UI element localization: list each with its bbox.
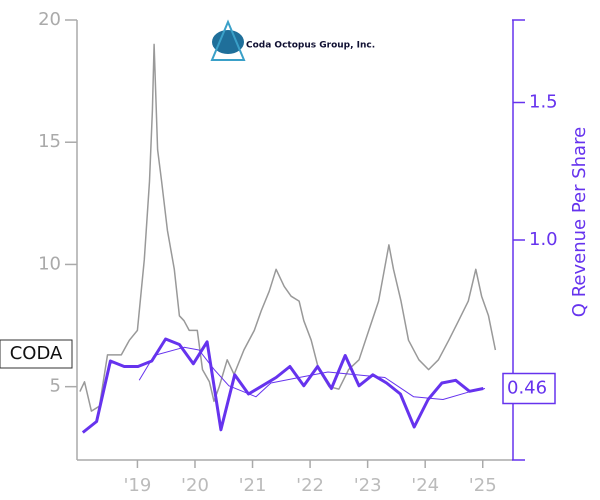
y-tick-label: 20: [38, 9, 61, 30]
ticker-label: CODA: [10, 343, 63, 364]
y-tick-label: 5: [50, 376, 61, 397]
x-tick-label: '25: [469, 475, 497, 496]
x-tick-label: '21: [239, 475, 267, 496]
logo-icon: [210, 19, 246, 61]
value-label-box: [502, 372, 556, 405]
y2-tick-label: 1.5: [529, 92, 558, 113]
logo-text: Coda Octopus Group, Inc.: [246, 41, 375, 51]
logo: Coda Octopus Group, Inc.: [210, 19, 375, 61]
logo-icon: [212, 30, 244, 54]
y2-tick-label: 1.0: [529, 229, 558, 250]
y2-axis-label: Q Revenue Per Share: [569, 127, 590, 317]
x-tick-label: '23: [354, 475, 382, 496]
series-line: [138, 346, 486, 400]
x-tick-label: '19: [123, 475, 151, 496]
x-tick-label: '24: [411, 475, 439, 496]
ticker-box: [0, 339, 73, 369]
value-label: 0.46: [507, 378, 547, 399]
y-tick-label: 15: [38, 131, 61, 152]
series-line: [79, 43, 497, 412]
x-tick-label: '20: [181, 475, 209, 496]
y-tick-label: 10: [38, 253, 61, 274]
x-tick-label: '22: [296, 475, 324, 496]
series-line: [81, 337, 484, 434]
